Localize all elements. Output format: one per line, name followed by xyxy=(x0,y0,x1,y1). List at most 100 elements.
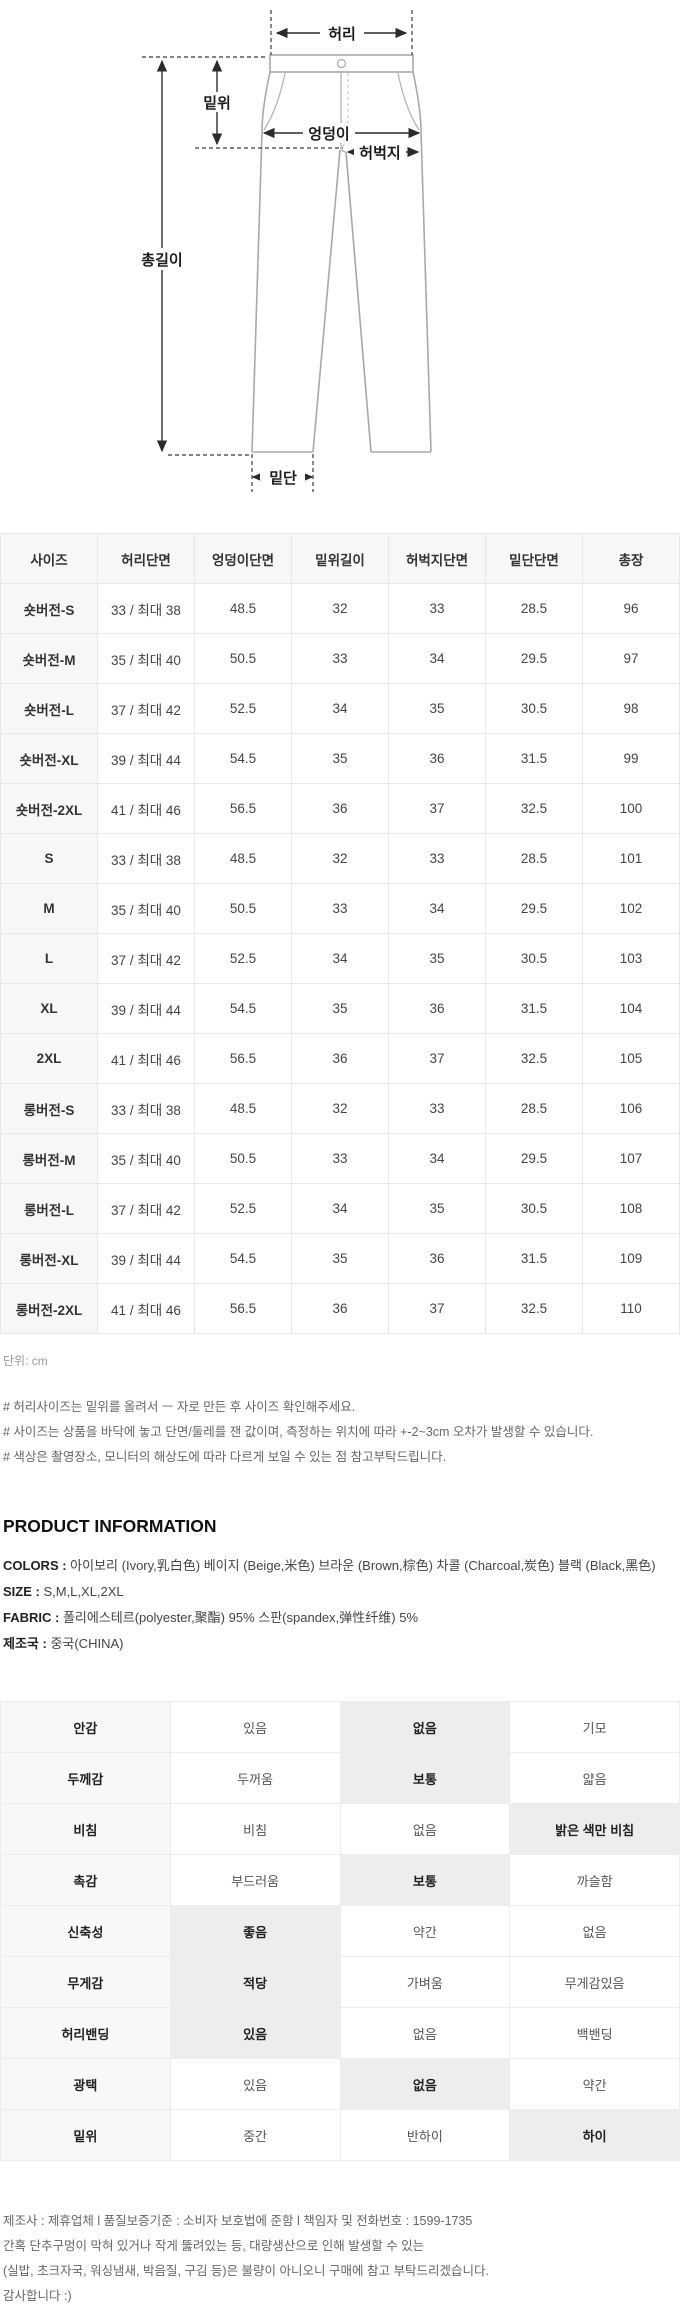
size-value-cell: 34 xyxy=(291,1183,389,1234)
size-table-row: M 35 / 최대 40 50.5 33 34 29.5 102 xyxy=(0,883,680,934)
footer-line: 제조사 : 제휴업체 l 품질보증기준 : 소비자 보호법에 준함 l 책임자 … xyxy=(3,2214,473,2228)
size-value-cell: 36 xyxy=(388,983,486,1034)
attribute-option: 백밴딩 xyxy=(509,2007,680,2059)
product-info-value: 아이보리 (Ivory,乳白色) 베이지 (Beige,米色) 브라운 (Bro… xyxy=(70,1558,656,1573)
size-value-cell: 32 xyxy=(291,583,389,634)
product-info-label: 제조국 : xyxy=(3,1636,51,1651)
size-value-cell: 41 / 최대 46 xyxy=(97,783,195,834)
size-table-row: 롱버전-M 35 / 최대 40 50.5 33 34 29.5 107 xyxy=(0,1133,680,1184)
size-value-cell: 34 xyxy=(291,933,389,984)
attribute-option-selected: 적당 xyxy=(169,1956,341,2008)
size-value-cell: 100 xyxy=(582,783,680,834)
size-value-cell: 29.5 xyxy=(485,633,583,684)
size-value-cell: 34 xyxy=(291,683,389,734)
size-value-cell: 32 xyxy=(291,1083,389,1134)
size-value-cell: 33 / 최대 38 xyxy=(97,583,195,634)
size-name-cell: 롱버전-M xyxy=(0,1133,98,1184)
size-value-cell: 28.5 xyxy=(485,833,583,884)
note-line: # 허리사이즈는 밑위를 올려서 ㅡ 자로 만든 후 사이즈 확인해주세요. xyxy=(3,1400,356,1414)
size-value-cell: 37 / 최대 42 xyxy=(97,683,195,734)
size-value-cell: 30.5 xyxy=(485,933,583,984)
size-value-cell: 35 / 최대 40 xyxy=(97,633,195,684)
size-table-row: 롱버전-L 37 / 최대 42 52.5 34 35 30.5 108 xyxy=(0,1183,680,1234)
size-value-cell: 32.5 xyxy=(485,1283,583,1334)
size-value-cell: 29.5 xyxy=(485,883,583,934)
footer-line: (실밥, 초크자국, 워싱냄새, 박음질, 구김 등)은 불량이 아니오니 구매… xyxy=(3,2264,489,2278)
attribute-option-selected: 없음 xyxy=(339,2058,511,2110)
attribute-name-cell: 무게감 xyxy=(0,1956,171,2008)
size-value-cell: 108 xyxy=(582,1183,680,1234)
size-value-cell: 52.5 xyxy=(194,683,292,734)
size-value-cell: 52.5 xyxy=(194,1183,292,1234)
attribute-table-body: 안감 있음 없음 기모 두께감 두꺼움 보통 얇음 비침 비침 없음 밝은 색만 비침 촉감 부드러움 보통… xyxy=(0,1701,680,2161)
attribute-name-cell: 비침 xyxy=(0,1803,171,1855)
product-info-line: SIZE : S,M,L,XL,2XL xyxy=(3,1579,677,1605)
attribute-row: 안감 있음 없음 기모 xyxy=(0,1701,680,1753)
size-value-cell: 35 xyxy=(291,1233,389,1284)
attribute-name-cell: 촉감 xyxy=(0,1854,171,1906)
attribute-option-selected: 없음 xyxy=(339,1701,511,1753)
size-value-cell: 35 xyxy=(388,683,486,734)
attribute-row: 광택 있음 없음 약간 xyxy=(0,2058,680,2110)
size-value-cell: 101 xyxy=(582,833,680,884)
size-name-cell: XL xyxy=(0,983,98,1034)
size-value-cell: 36 xyxy=(388,733,486,784)
attribute-option-selected: 하이 xyxy=(509,2109,680,2161)
size-name-cell: L xyxy=(0,933,98,984)
product-info-label: SIZE : xyxy=(3,1584,44,1599)
attribute-name-cell: 허리밴딩 xyxy=(0,2007,171,2059)
size-value-cell: 56.5 xyxy=(194,1283,292,1334)
size-value-cell: 106 xyxy=(582,1083,680,1134)
product-info-title: PRODUCT INFORMATION xyxy=(3,1516,217,1536)
size-name-cell: 롱버전-L xyxy=(0,1183,98,1234)
size-value-cell: 33 xyxy=(388,583,486,634)
size-value-cell: 36 xyxy=(291,783,389,834)
pants-outline-drawing xyxy=(251,54,432,453)
size-name-cell: 롱버전-XL xyxy=(0,1233,98,1284)
size-value-cell: 37 xyxy=(388,783,486,834)
size-value-cell: 99 xyxy=(582,733,680,784)
note-lines: # 허리사이즈는 밑위를 올려서 ㅡ 자로 만든 후 사이즈 확인해주세요. # … xyxy=(3,1395,677,1470)
size-value-cell: 98 xyxy=(582,683,680,734)
attribute-row: 촉감 부드러움 보통 까슬함 xyxy=(0,1854,680,1906)
size-value-cell: 34 xyxy=(388,883,486,934)
size-value-cell: 37 / 최대 42 xyxy=(97,1183,195,1234)
attribute-option: 있음 xyxy=(169,2058,341,2110)
size-value-cell: 36 xyxy=(291,1283,389,1334)
size-value-cell: 30.5 xyxy=(485,683,583,734)
size-value-cell: 35 xyxy=(291,983,389,1034)
note-line: # 색상은 촬영장소, 모니터의 해상도에 따라 다르게 보일 수 있는 점 참… xyxy=(3,1450,447,1464)
size-table-row: 롱버전-S 33 / 최대 38 48.5 32 33 28.5 106 xyxy=(0,1083,680,1134)
product-info-line: 제조국 : 중국(CHINA) xyxy=(3,1631,677,1657)
size-table-header-cell: 밑위길이 xyxy=(291,533,389,584)
attribute-option-selected: 보통 xyxy=(339,1752,511,1804)
size-table-header-cell: 사이즈 xyxy=(0,533,98,584)
attribute-row: 두께감 두꺼움 보통 얇음 xyxy=(0,1752,680,1804)
size-value-cell: 48.5 xyxy=(194,583,292,634)
attribute-name-cell: 두께감 xyxy=(0,1752,171,1804)
attribute-option: 약간 xyxy=(509,2058,680,2110)
size-table-header-cell: 허벅지단면 xyxy=(388,533,486,584)
size-guide-diagram: 허리 밑위 총길이 엉덩이 허벅지 밑단 xyxy=(134,10,432,492)
size-name-cell: 숏버전-M xyxy=(0,633,98,684)
size-value-cell: 103 xyxy=(582,933,680,984)
attribute-name-cell: 안감 xyxy=(0,1701,171,1753)
attribute-option: 부드러움 xyxy=(169,1854,341,1906)
size-value-cell: 54.5 xyxy=(194,1233,292,1284)
attribute-option: 없음 xyxy=(509,1905,680,1957)
size-name-cell: S xyxy=(0,833,98,884)
size-value-cell: 35 xyxy=(388,933,486,984)
size-value-cell: 41 / 최대 46 xyxy=(97,1033,195,1084)
size-table-header-cell: 엉덩이단면 xyxy=(194,533,292,584)
size-name-cell: 롱버전-S xyxy=(0,1083,98,1134)
attribute-name-cell: 밑위 xyxy=(0,2109,171,2161)
size-value-cell: 34 xyxy=(388,633,486,684)
hem-label: 밑단 xyxy=(269,469,297,487)
size-value-cell: 50.5 xyxy=(194,883,292,934)
attribute-option: 가벼움 xyxy=(339,1956,511,2008)
waist-label: 허리 xyxy=(328,26,356,43)
size-table-header-cell: 총장 xyxy=(582,533,680,584)
attribute-option: 까슬함 xyxy=(509,1854,680,1906)
guide-lines xyxy=(142,10,413,492)
attribute-row: 밑위 중간 반하이 하이 xyxy=(0,2109,680,2161)
